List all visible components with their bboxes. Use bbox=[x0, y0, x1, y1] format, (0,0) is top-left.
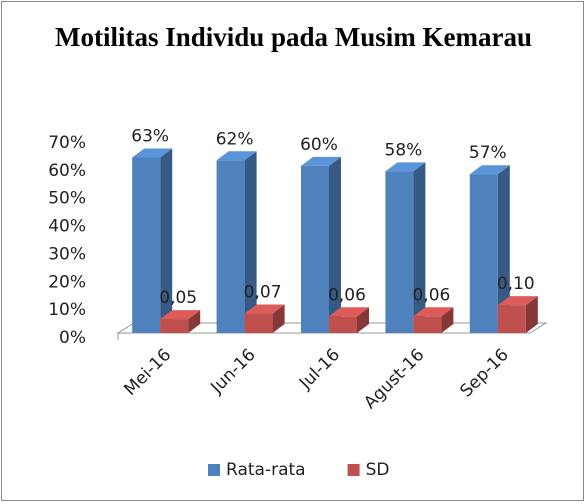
y-tick-label: 20% bbox=[48, 272, 86, 292]
bar bbox=[385, 162, 426, 333]
legend-label: Rata-rata bbox=[226, 460, 306, 480]
bar-front bbox=[160, 319, 189, 333]
bar-side bbox=[160, 148, 173, 333]
bar-top bbox=[244, 304, 285, 314]
bar-front bbox=[497, 305, 526, 333]
bar-side bbox=[525, 296, 538, 333]
bar-top bbox=[497, 296, 538, 306]
value-label: 63% bbox=[131, 127, 169, 147]
bar bbox=[160, 310, 201, 333]
bar-top bbox=[160, 310, 201, 320]
bar-top bbox=[132, 148, 173, 158]
bar-top bbox=[329, 307, 369, 317]
value-label: 62% bbox=[216, 129, 254, 149]
x-tick-label: Jul-16 bbox=[295, 345, 344, 394]
bar bbox=[497, 296, 538, 333]
y-tick-label: 0% bbox=[59, 328, 86, 348]
value-label: 60% bbox=[300, 135, 338, 155]
y-tick-label: 70% bbox=[48, 133, 86, 153]
bar-front bbox=[216, 160, 245, 333]
bar-top bbox=[301, 156, 341, 166]
bar-top bbox=[385, 162, 426, 172]
bar bbox=[132, 148, 173, 333]
value-label: 0,10 bbox=[497, 274, 535, 294]
y-tick-label: 50% bbox=[48, 189, 86, 209]
x-tick-label: Sep-16 bbox=[456, 345, 512, 401]
bar bbox=[216, 151, 257, 333]
value-label: 57% bbox=[469, 143, 507, 163]
bar-front bbox=[132, 157, 161, 333]
bar-side bbox=[329, 156, 341, 333]
legend-label: SD bbox=[366, 460, 390, 480]
bar-side bbox=[441, 307, 454, 333]
bar-front bbox=[469, 174, 498, 333]
bar-side bbox=[413, 162, 426, 333]
bar-side bbox=[357, 307, 369, 333]
bar-front bbox=[385, 171, 414, 333]
value-label: 0,06 bbox=[328, 285, 366, 305]
value-label: 0,05 bbox=[159, 288, 197, 308]
value-label: 0,06 bbox=[412, 285, 450, 305]
bar-side bbox=[497, 165, 510, 333]
x-tick-label: Agust-16 bbox=[360, 345, 428, 413]
bar-side bbox=[188, 310, 201, 333]
y-tick-label: 40% bbox=[48, 217, 86, 237]
bar-top bbox=[469, 165, 510, 175]
bar bbox=[301, 156, 341, 333]
value-label: 58% bbox=[385, 140, 423, 160]
legend-swatch bbox=[208, 464, 220, 476]
bar-front bbox=[413, 316, 442, 333]
bar bbox=[244, 304, 285, 333]
bar-top bbox=[216, 151, 257, 161]
x-tick-label: Mei-16 bbox=[120, 345, 175, 400]
value-label: 0,07 bbox=[244, 283, 282, 303]
bar bbox=[413, 307, 454, 333]
bar bbox=[329, 307, 369, 333]
bar bbox=[469, 165, 510, 333]
bar-side bbox=[244, 151, 257, 333]
y-tick-label: 60% bbox=[48, 161, 86, 181]
x-tick-label: Jun-16 bbox=[206, 345, 259, 398]
bar-top bbox=[413, 307, 454, 317]
bar-front bbox=[244, 313, 273, 333]
y-tick-label: 30% bbox=[48, 244, 86, 264]
bar-front bbox=[329, 316, 357, 333]
legend-swatch bbox=[347, 464, 360, 476]
bar-front bbox=[301, 165, 329, 333]
bar-side bbox=[272, 304, 285, 333]
y-tick-label: 10% bbox=[48, 300, 86, 320]
chart-title: Motilitas Individu pada Musim Kemarau bbox=[54, 22, 533, 52]
